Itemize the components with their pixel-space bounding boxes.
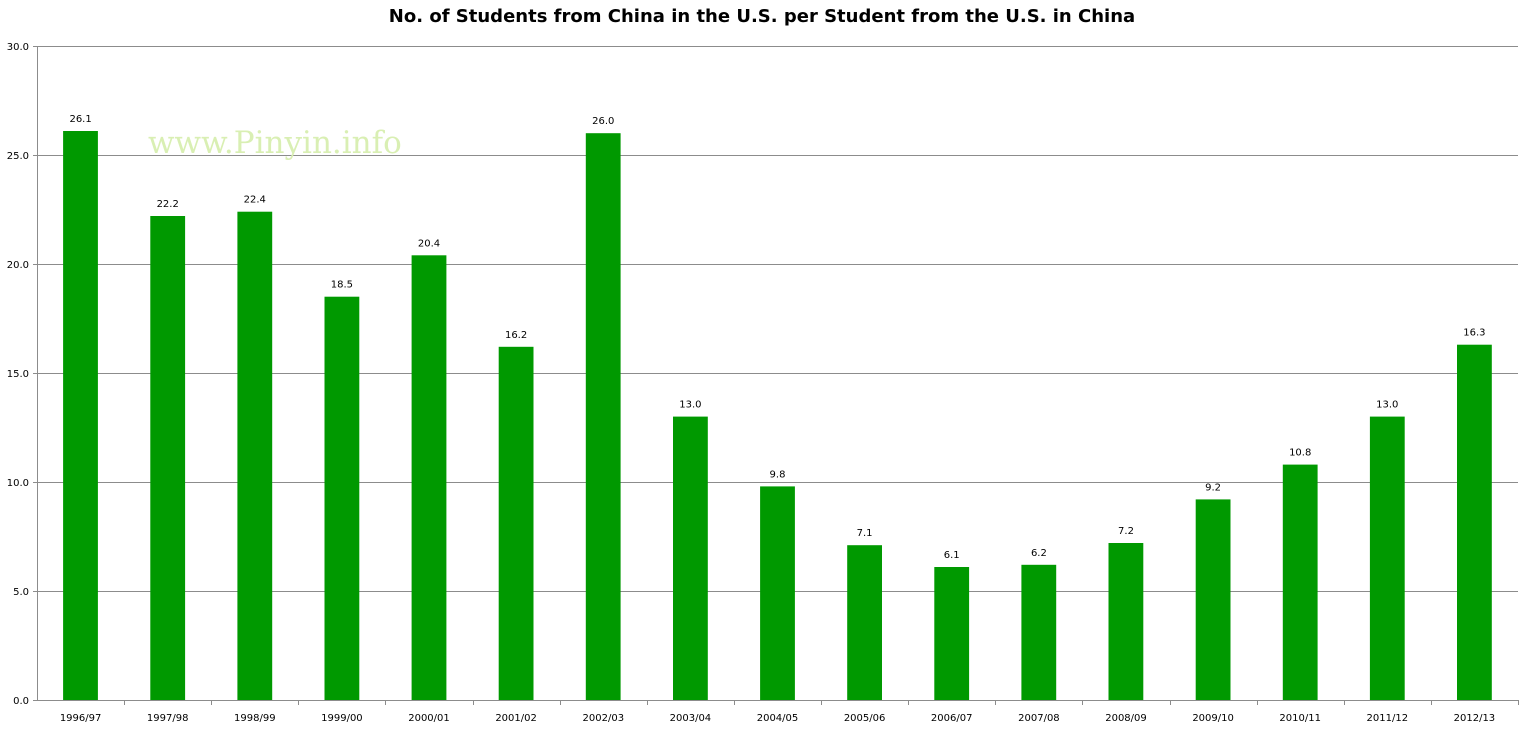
data-label: 16.2 [505,330,527,341]
x-tick-label: 1998/99 [234,713,276,724]
bar [1282,464,1318,700]
data-label: 20.4 [418,238,440,249]
y-tick-label: 20.0 [7,260,29,271]
y-tick-label: 0.0 [13,696,29,707]
data-label: 22.4 [244,195,266,206]
x-tick-label: 1996/97 [60,713,102,724]
x-tick-label: 2007/08 [1018,713,1060,724]
bar [847,545,882,700]
bar [1108,543,1144,700]
bar [237,211,273,700]
y-tick-label: 10.0 [7,478,29,489]
data-label: 7.2 [1118,526,1134,537]
x-tick-label: 2005/06 [844,713,886,724]
x-tick-label: 2009/10 [1192,713,1234,724]
bar [760,486,795,700]
x-tick-label: 2006/07 [931,713,973,724]
data-label: 9.8 [770,469,786,480]
bar [1021,564,1057,700]
data-label: 22.2 [157,199,179,210]
data-label: 13.0 [679,400,701,411]
data-labels: 26.1 22.2 22.4 18.5 20.4 16.2 26.0 13.0 9.8 7.1 6.… [69,114,1485,561]
y-tick-label: 5.0 [13,587,29,598]
bar [673,416,708,700]
data-label: 18.5 [331,280,353,291]
chart-title: No. of Students from China in the U.S. p… [389,6,1135,27]
x-tick-label: 2012/13 [1454,713,1496,724]
data-label: 6.2 [1031,548,1047,559]
bar [1457,344,1492,700]
data-label: 6.1 [944,550,960,561]
x-tick-label: 2004/05 [757,713,799,724]
data-label: 16.3 [1463,328,1485,339]
x-tick-label: 2003/04 [670,713,712,724]
bar [150,216,186,700]
x-tick-label: 2011/12 [1367,713,1409,724]
bar [585,133,621,700]
data-label: 13.0 [1376,400,1398,411]
y-tick-label: 15.0 [7,369,29,380]
data-label: 7.1 [857,528,873,539]
bar [498,346,534,700]
x-tick-label: 2001/02 [495,713,537,724]
bar [1369,416,1405,700]
bar [63,131,98,700]
y-tick-label: 25.0 [7,151,29,162]
x-tick-label: 2002/03 [583,713,625,724]
x-tick-label: 2010/11 [1279,713,1321,724]
y-tick-label: 30.0 [7,42,29,53]
data-label: 26.0 [592,116,614,127]
bars [63,131,1492,701]
watermark: www.Pinyin.info [148,125,402,161]
data-label: 26.1 [69,114,91,125]
y-axis-ticks: 0.0 5.0 10.0 15.0 20.0 25.0 30.0 [7,42,37,707]
bar [934,567,970,700]
data-label: 9.2 [1205,482,1221,493]
bar [411,255,447,701]
gridlines [37,46,1518,592]
x-tick-label: 1997/98 [147,713,189,724]
data-label: 10.8 [1289,448,1311,459]
bar [324,296,360,700]
bar [1195,499,1231,700]
x-tick-label: 2000/01 [408,713,450,724]
x-tick-label: 1999/00 [321,713,363,724]
x-axis-ticks: 1996/97 1997/98 1998/99 1999/00 2000/01 2001/… [60,700,1519,724]
x-tick-label: 2008/09 [1105,713,1147,724]
